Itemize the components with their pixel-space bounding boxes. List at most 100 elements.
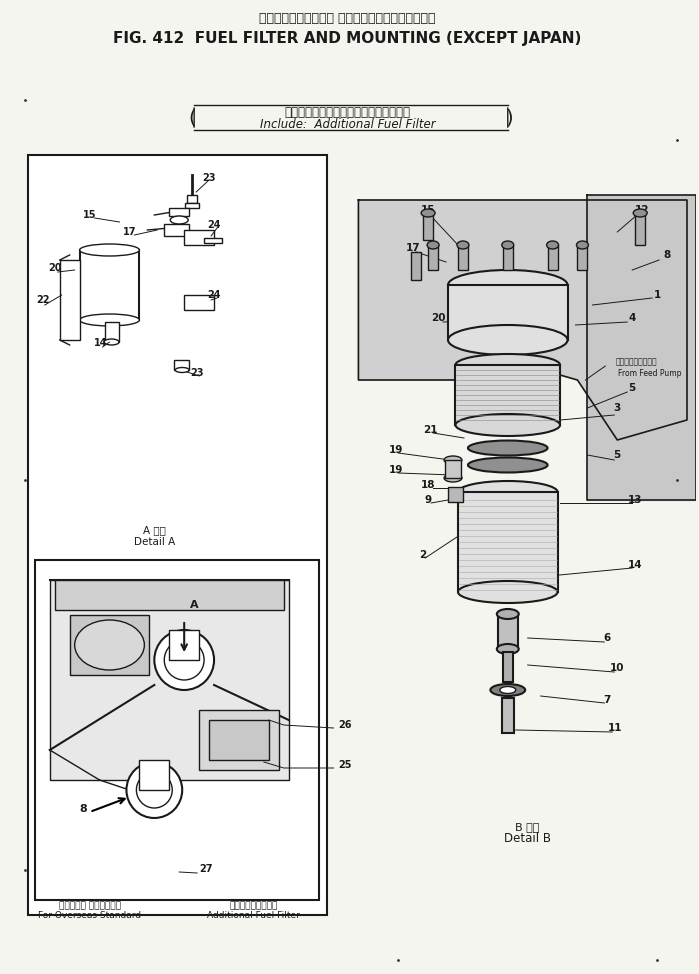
Text: From Feed Pump: From Feed Pump <box>619 368 682 378</box>
Bar <box>448 285 568 340</box>
Text: Additional Fuel Filter: Additional Fuel Filter <box>208 911 301 920</box>
Text: 6: 6 <box>604 633 611 643</box>
Text: 20: 20 <box>48 263 62 273</box>
Bar <box>204 238 222 243</box>
Bar <box>59 260 80 340</box>
Ellipse shape <box>497 644 519 654</box>
Bar <box>428 245 438 270</box>
Text: 4: 4 <box>628 313 636 323</box>
Text: 20: 20 <box>431 313 445 323</box>
Ellipse shape <box>491 684 525 696</box>
Ellipse shape <box>456 354 560 376</box>
Text: 12: 12 <box>635 205 649 215</box>
Ellipse shape <box>448 270 568 300</box>
Text: ): ) <box>505 108 512 128</box>
Ellipse shape <box>468 458 547 472</box>
Text: 2: 2 <box>419 550 427 560</box>
Text: Detail B: Detail B <box>504 832 552 845</box>
Text: 8: 8 <box>663 250 671 260</box>
Ellipse shape <box>497 609 519 619</box>
Bar <box>448 487 463 502</box>
Text: 19: 19 <box>389 465 403 475</box>
Text: 17: 17 <box>406 243 421 253</box>
Ellipse shape <box>421 209 435 217</box>
Ellipse shape <box>444 456 462 464</box>
Ellipse shape <box>468 440 547 456</box>
Bar <box>35 560 319 900</box>
Bar <box>139 760 169 790</box>
Bar <box>199 710 279 770</box>
Bar <box>50 580 289 780</box>
Circle shape <box>164 640 204 680</box>
Ellipse shape <box>633 209 647 217</box>
Bar <box>185 203 199 208</box>
Text: 24: 24 <box>208 220 221 230</box>
Text: 15: 15 <box>421 205 435 215</box>
Bar <box>169 630 199 660</box>
Bar <box>503 245 513 270</box>
Text: 25: 25 <box>338 760 352 770</box>
Bar <box>411 252 421 280</box>
Ellipse shape <box>80 314 139 326</box>
Text: 26: 26 <box>338 720 352 730</box>
Bar <box>105 322 120 342</box>
Bar <box>185 230 214 245</box>
Ellipse shape <box>175 367 189 372</box>
Text: 14: 14 <box>94 338 108 348</box>
Bar <box>80 250 139 320</box>
Bar <box>458 492 558 592</box>
Ellipse shape <box>547 241 559 249</box>
Bar <box>164 224 189 236</box>
Text: 1: 1 <box>654 290 661 300</box>
Text: 23: 23 <box>190 368 204 378</box>
Text: 22: 22 <box>36 295 50 305</box>
Text: 17: 17 <box>123 227 136 237</box>
Bar <box>498 614 518 649</box>
Text: (: ( <box>189 108 196 128</box>
Ellipse shape <box>502 241 514 249</box>
Bar <box>503 652 513 682</box>
Ellipse shape <box>80 244 139 256</box>
Bar <box>70 615 150 675</box>
Text: 7: 7 <box>604 695 611 705</box>
Bar <box>55 580 284 610</box>
Text: FIG. 412  FUEL FILTER AND MOUNTING (EXCEPT JAPAN): FIG. 412 FUEL FILTER AND MOUNTING (EXCEP… <box>113 30 582 46</box>
Text: 5: 5 <box>614 450 621 460</box>
Text: 27: 27 <box>199 864 212 874</box>
Ellipse shape <box>444 474 462 482</box>
Text: 8: 8 <box>80 804 87 814</box>
Text: 24: 24 <box>208 290 221 300</box>
Text: 14: 14 <box>628 560 642 570</box>
Bar <box>28 155 326 915</box>
Text: 11: 11 <box>608 723 623 733</box>
Ellipse shape <box>458 481 558 503</box>
Text: Include:  Additional Fuel Filter: Include: Additional Fuel Filter <box>259 118 435 131</box>
Circle shape <box>127 762 182 818</box>
Text: 23: 23 <box>202 173 216 183</box>
Text: （含　む：補　助　　フェルフィルタ）: （含 む：補 助 フェルフィルタ） <box>284 106 410 120</box>
Ellipse shape <box>171 216 188 224</box>
Bar <box>185 295 214 310</box>
Bar <box>209 720 269 760</box>
Text: 5: 5 <box>628 383 636 393</box>
Text: 海　外　向 スタンダード: 海 外 向 スタンダード <box>59 901 121 910</box>
Ellipse shape <box>456 414 560 436</box>
Ellipse shape <box>500 687 516 693</box>
Bar <box>458 245 468 270</box>
Ellipse shape <box>457 241 469 249</box>
Ellipse shape <box>104 339 119 345</box>
Bar <box>502 698 514 733</box>
Text: フィードポンプから: フィードポンプから <box>615 357 657 366</box>
Text: A: A <box>190 600 199 610</box>
Circle shape <box>136 772 172 808</box>
Bar <box>577 245 587 270</box>
Bar <box>445 460 461 478</box>
Text: 10: 10 <box>610 663 624 673</box>
Text: Detail A: Detail A <box>134 537 175 547</box>
Ellipse shape <box>448 325 568 355</box>
Polygon shape <box>359 200 687 440</box>
Text: 3: 3 <box>614 403 621 413</box>
Polygon shape <box>587 195 696 500</box>
Text: 21: 21 <box>423 425 438 435</box>
Text: 18: 18 <box>421 480 435 490</box>
